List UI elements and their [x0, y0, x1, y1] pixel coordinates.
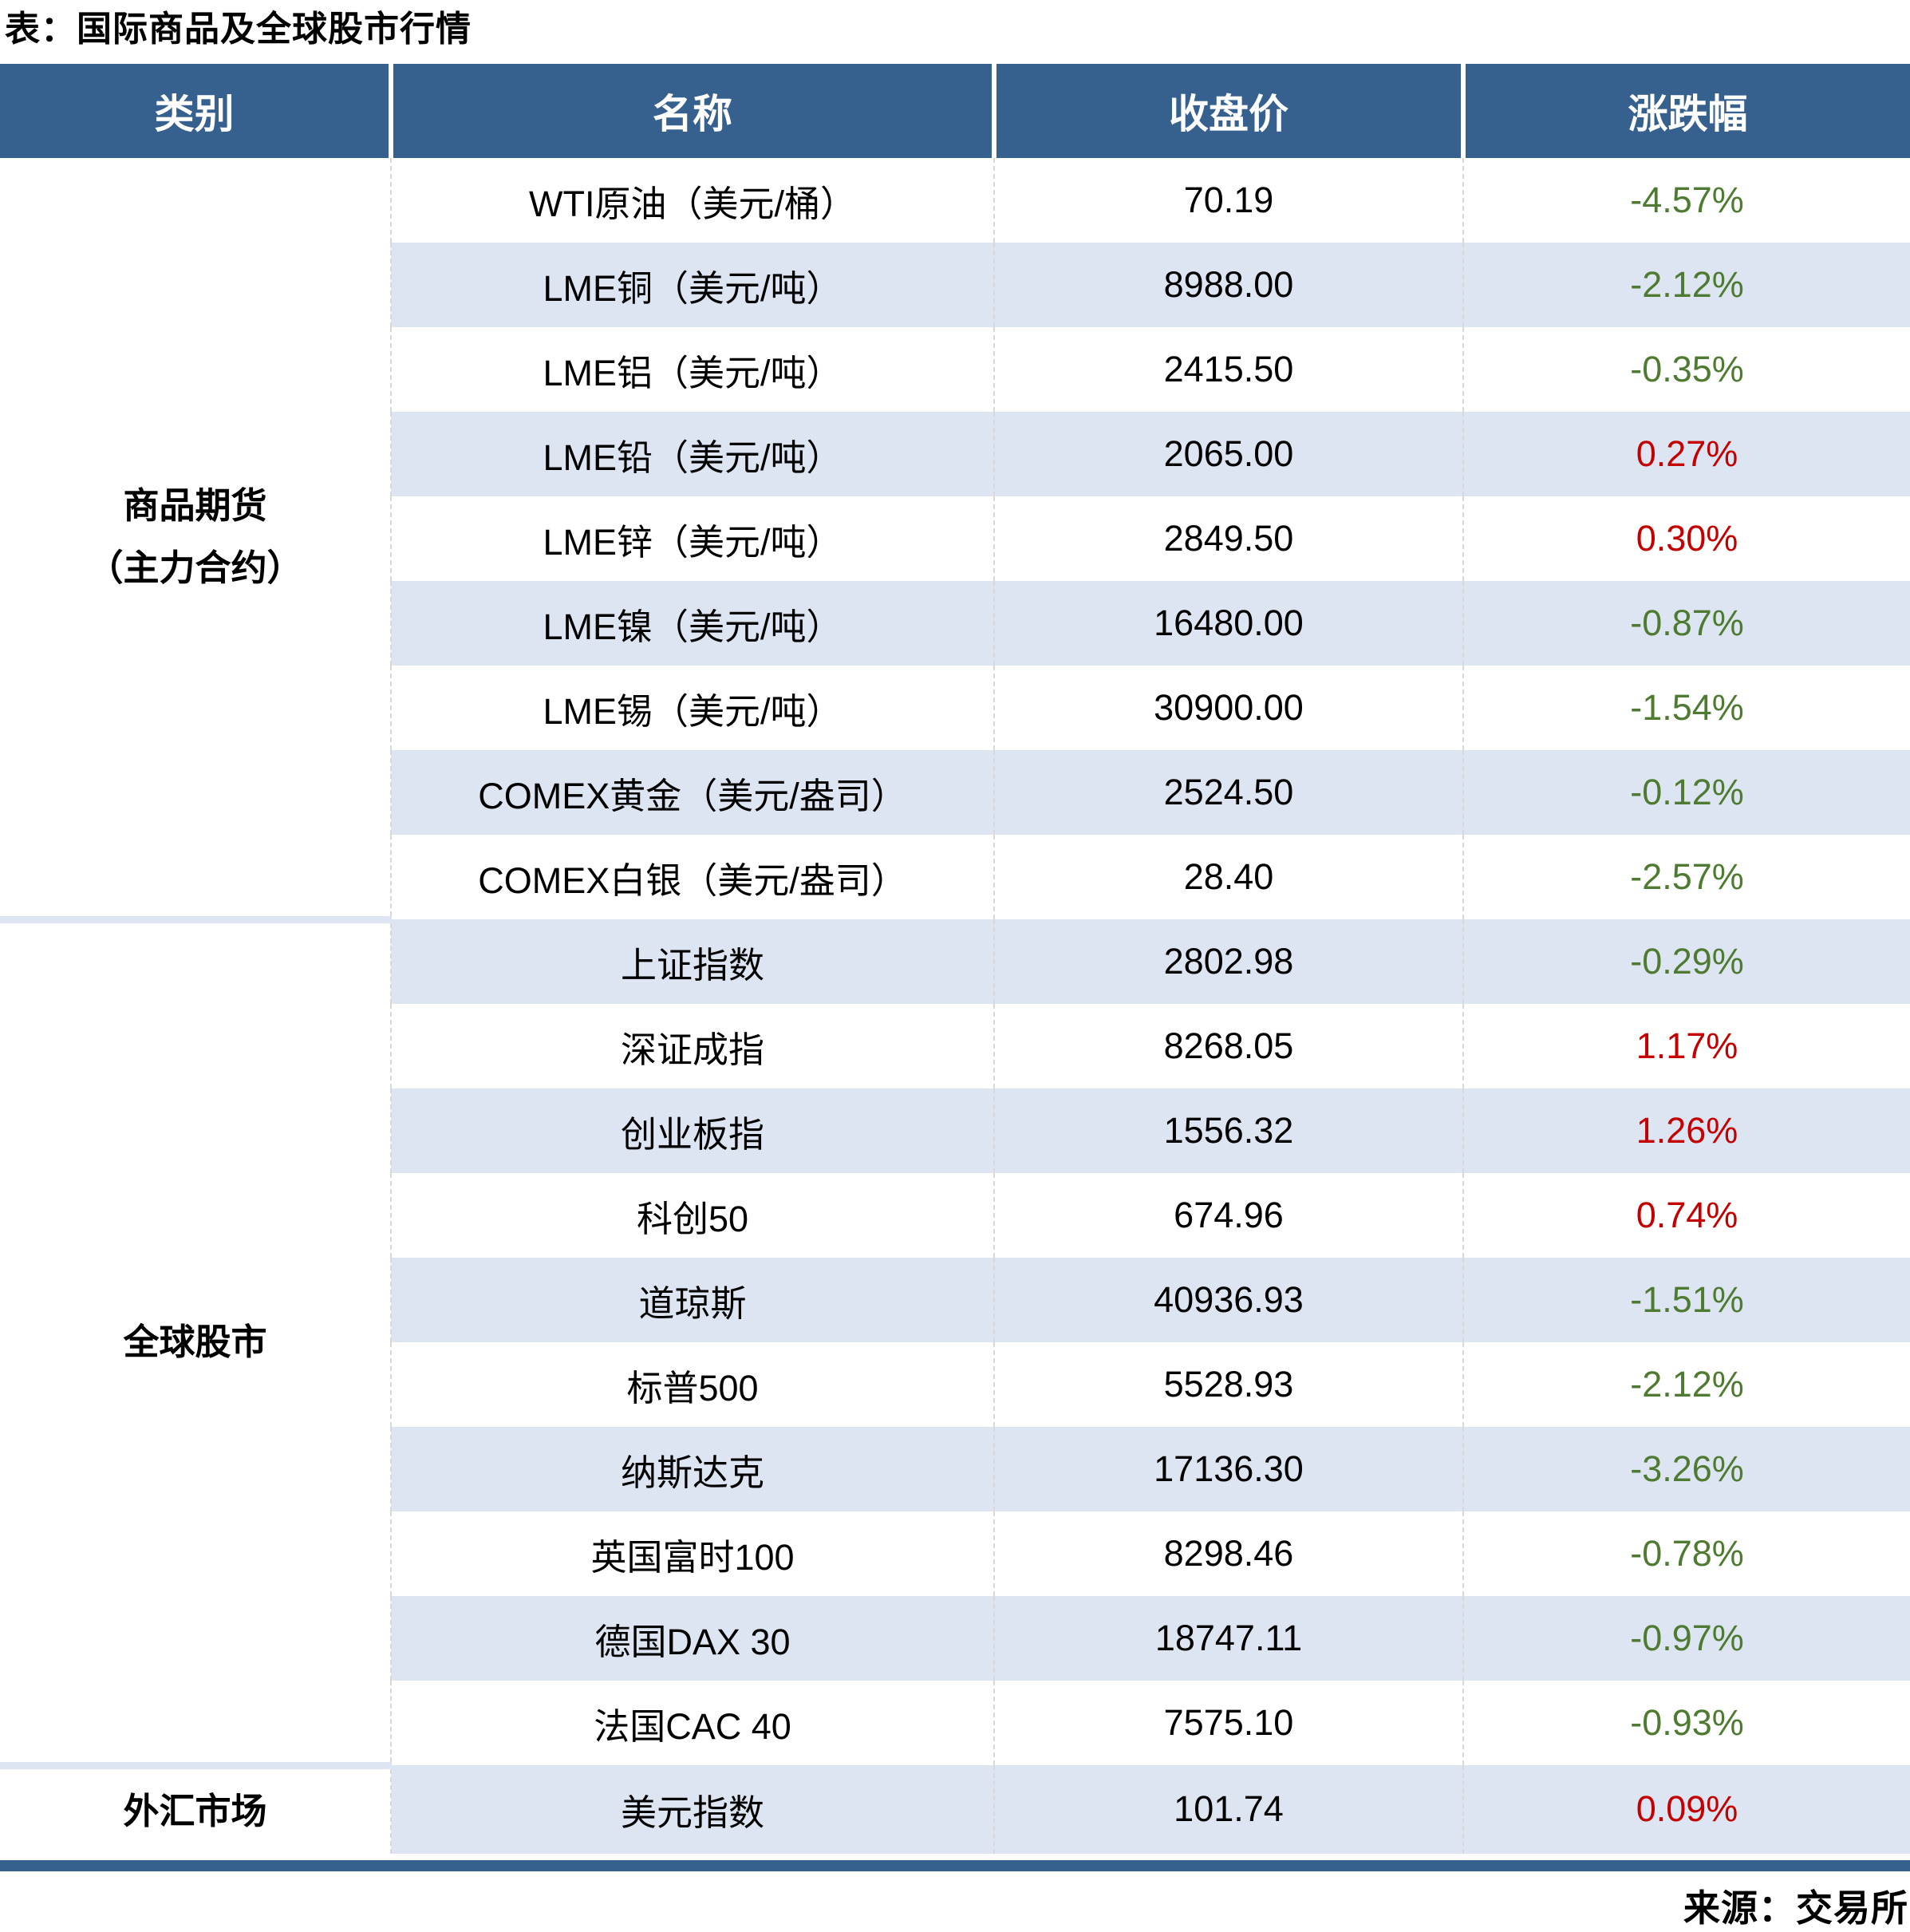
name-cell: 纳斯达克 — [390, 1427, 994, 1511]
source-note: 来源：交易所 — [1683, 1887, 1908, 1929]
close-cell: 2065.00 — [993, 412, 1463, 496]
table-row: LME镍（美元/吨） 16480.00 -0.87% — [0, 581, 1910, 666]
table-row: 纳斯达克 17136.30 -3.26% — [0, 1427, 1910, 1511]
name-cell: 美元指数 — [390, 1765, 994, 1854]
category-cell-forex: 外汇市场 — [0, 1761, 391, 1854]
table-row: LME锡（美元/吨） 30900.00 -1.54% — [0, 666, 1910, 750]
close-cell: 16480.00 — [993, 581, 1463, 666]
change-value: -0.12% — [1462, 750, 1910, 835]
change-value: -1.54% — [1462, 666, 1910, 750]
name-cell: 创业板指 — [390, 1088, 994, 1173]
name-cell: 标普500 — [390, 1342, 994, 1427]
change-value: -1.51% — [1462, 1258, 1910, 1342]
name-cell: LME铝（美元/吨） — [390, 327, 994, 412]
close-cell: 674.96 — [993, 1173, 1463, 1258]
table-row: 道琼斯 40936.93 -1.51% — [0, 1258, 1910, 1342]
table-row: COMEX白银（美元/盎司） 28.40 -2.57% — [0, 835, 1910, 919]
change-value: -2.57% — [1462, 835, 1910, 919]
bottom-rule — [0, 1859, 1910, 1871]
change-value: 0.27% — [1462, 412, 1910, 496]
change-value: -2.12% — [1462, 1342, 1910, 1427]
change-value: 1.26% — [1462, 1088, 1910, 1173]
header-name: 名称 — [389, 64, 994, 158]
table-row: 英国富时100 8298.46 -0.78% — [0, 1511, 1910, 1596]
name-cell: 英国富时100 — [390, 1511, 994, 1596]
table-row: LME铝（美元/吨） 2415.50 -0.35% — [0, 327, 1910, 412]
change-value: 0.30% — [1462, 496, 1910, 581]
header-change: 涨跌幅 — [1461, 64, 1910, 158]
change-value: 0.74% — [1462, 1173, 1910, 1258]
table-row: 标普500 5528.93 -2.12% — [0, 1342, 1910, 1427]
close-cell: 17136.30 — [993, 1427, 1463, 1511]
close-cell: 1556.32 — [993, 1088, 1463, 1173]
market-table: 类别 名称 收盘价 涨跌幅 商品期货 （主力合约） WTI原油（美元/桶） 70… — [0, 64, 1910, 1854]
name-cell: 深证成指 — [390, 1004, 994, 1088]
close-cell: 18747.11 — [993, 1596, 1463, 1681]
close-cell: 40936.93 — [993, 1258, 1463, 1342]
name-cell: 科创50 — [390, 1173, 994, 1258]
name-cell: 上证指数 — [390, 919, 994, 1004]
table-row: 创业板指 1556.32 1.26% — [0, 1088, 1910, 1173]
close-cell: 2849.50 — [993, 496, 1463, 581]
close-cell: 5528.93 — [993, 1342, 1463, 1427]
name-cell: 法国CAC 40 — [390, 1681, 994, 1765]
table-row: LME锌（美元/吨） 2849.50 0.30% — [0, 496, 1910, 581]
name-cell: LME锌（美元/吨） — [390, 496, 994, 581]
close-cell: 7575.10 — [993, 1681, 1463, 1765]
close-cell: 28.40 — [993, 835, 1463, 919]
change-value: -0.93% — [1462, 1681, 1910, 1765]
table-row: COMEX黄金（美元/盎司） 2524.50 -0.12% — [0, 750, 1910, 835]
close-cell: 70.19 — [993, 158, 1463, 243]
category-cell-stocks: 全球股市 — [0, 915, 391, 1765]
close-cell: 8988.00 — [993, 243, 1463, 327]
name-cell: COMEX黄金（美元/盎司） — [390, 750, 994, 835]
change-value: -0.35% — [1462, 327, 1910, 412]
change-value: -0.87% — [1462, 581, 1910, 666]
name-cell: LME锡（美元/吨） — [390, 666, 994, 750]
name-cell: LME铜（美元/吨） — [390, 243, 994, 327]
name-cell: COMEX白银（美元/盎司） — [390, 835, 994, 919]
name-cell: 道琼斯 — [390, 1258, 994, 1342]
table-row: 全球股市 上证指数 2802.98 -0.29% — [0, 915, 1910, 1765]
close-cell: 2802.98 — [993, 919, 1463, 1004]
change-value: 1.17% — [1462, 1004, 1910, 1088]
header-close: 收盘价 — [992, 64, 1463, 158]
close-cell: 101.74 — [993, 1765, 1463, 1854]
table-row: LME铜（美元/吨） 8988.00 -2.12% — [0, 243, 1910, 327]
change-value: -0.78% — [1462, 1511, 1910, 1596]
name-cell: WTI原油（美元/桶） — [390, 158, 994, 243]
change-value: -0.97% — [1462, 1596, 1910, 1681]
change-value: -4.57% — [1462, 158, 1910, 243]
name-cell: 德国DAX 30 — [390, 1596, 994, 1681]
change-value: -3.26% — [1462, 1427, 1910, 1511]
change-value: -2.12% — [1462, 243, 1910, 327]
category-cell-commodities: 商品期货 （主力合约） — [0, 158, 391, 919]
close-cell: 2415.50 — [993, 327, 1463, 412]
table-row: 德国DAX 30 18747.11 -0.97% — [0, 1596, 1910, 1681]
change-value: -0.29% — [1462, 919, 1910, 1004]
name-cell: LME镍（美元/吨） — [390, 581, 994, 666]
page-title: 表：国际商品及全球股市行情 — [5, 10, 472, 49]
table-row: LME铅（美元/吨） 2065.00 0.27% — [0, 412, 1910, 496]
table-row: 法国CAC 40 7575.10 -0.93% — [0, 1681, 1910, 1765]
name-cell: LME铅（美元/吨） — [390, 412, 994, 496]
table-row: 深证成指 8268.05 1.17% — [0, 1004, 1910, 1088]
close-cell: 8268.05 — [993, 1004, 1463, 1088]
table-row: 科创50 674.96 0.74% — [0, 1173, 1910, 1258]
close-cell: 8298.46 — [993, 1511, 1463, 1596]
table-row: 商品期货 （主力合约） WTI原油（美元/桶） 70.19 -4.57% — [0, 158, 1910, 919]
close-cell: 2524.50 — [993, 750, 1463, 835]
header-row: 类别 名称 收盘价 涨跌幅 — [0, 64, 1910, 158]
change-value: 0.09% — [1462, 1765, 1910, 1854]
header-category: 类别 — [0, 64, 391, 158]
close-cell: 30900.00 — [993, 666, 1463, 750]
table-row: 外汇市场 美元指数 101.74 0.09% — [0, 1761, 1910, 1854]
